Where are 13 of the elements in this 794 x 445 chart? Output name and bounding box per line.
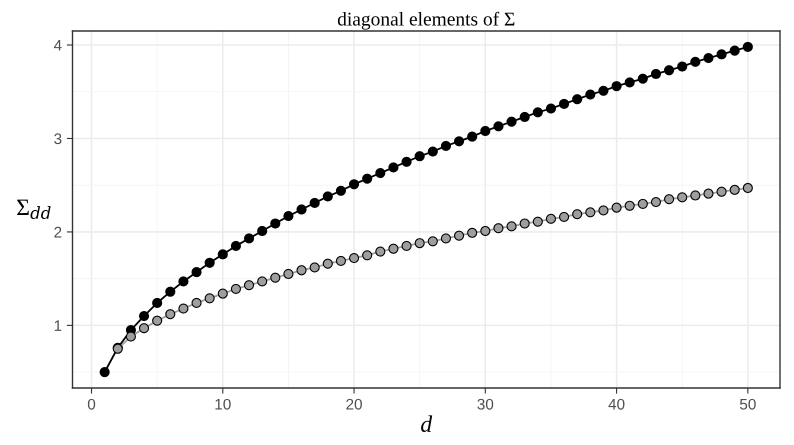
chart-title: diagonal elements of Σ (338, 12, 514, 30)
x-tick-label: 30 (477, 398, 494, 410)
x-tick-label: 20 (346, 398, 362, 410)
y-axis-title: Σ$_{dd}$ (17, 200, 51, 219)
x-tick-label: 40 (608, 398, 624, 410)
y-tick-label: 3 (54, 133, 62, 144)
x-tick-label: 50 (740, 398, 756, 410)
x-tick-label: 0 (88, 398, 96, 410)
y-tick-label: 1 (54, 320, 62, 331)
y-tick-label: 4 (54, 40, 62, 51)
x-tick-label: 10 (215, 398, 231, 410)
x-axis-title: d (421, 415, 432, 432)
y-tick-label: 2 (54, 226, 62, 238)
